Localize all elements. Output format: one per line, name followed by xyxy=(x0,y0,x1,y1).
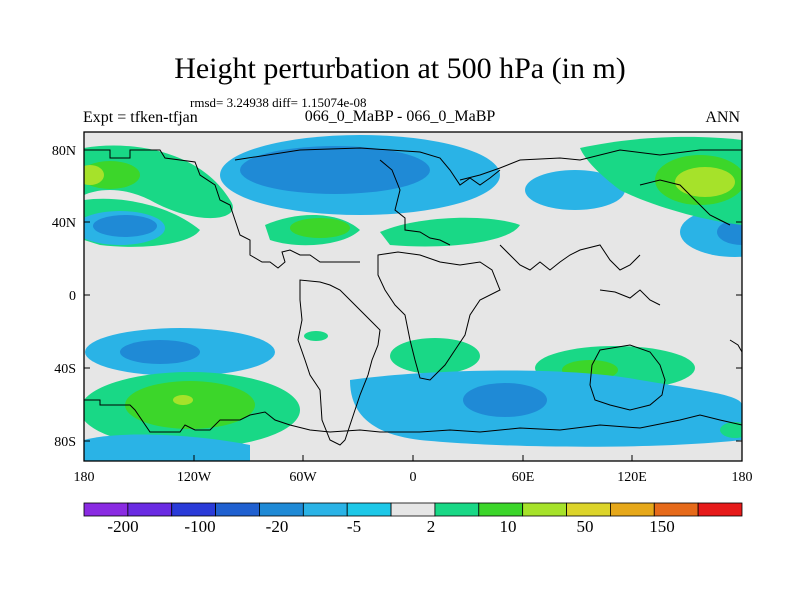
colorbar-label: 50 xyxy=(577,517,594,536)
anomaly-region xyxy=(463,383,547,417)
lon-label-180w: 180 xyxy=(74,470,95,485)
lat-label-40s: 40S xyxy=(54,362,76,377)
anomaly-region xyxy=(93,215,157,237)
lat-label-40n: 40N xyxy=(52,216,76,231)
colorbar-swatch xyxy=(653,502,699,517)
experiment-label: Expt = tfken-tfjan xyxy=(83,109,198,126)
colorbar-label: -200 xyxy=(107,517,138,536)
colorbar-swatch xyxy=(610,502,655,517)
coastline-europe xyxy=(379,159,451,246)
coastline-arctic xyxy=(234,147,501,186)
lat-label-80n: 80N xyxy=(52,144,76,159)
colorbar-swatch xyxy=(390,502,436,517)
colorbar-label: 2 xyxy=(427,517,436,536)
anomaly-region xyxy=(675,167,735,197)
colorbar-swatch xyxy=(302,502,348,517)
lon-label-120w: 120W xyxy=(177,470,212,485)
coastline-asia-south xyxy=(499,244,641,271)
anomaly-region xyxy=(720,422,742,438)
anomaly-region xyxy=(290,218,350,238)
colorbar-swatch xyxy=(522,502,567,517)
anomaly-region xyxy=(380,217,520,247)
lat-ticks xyxy=(84,149,742,442)
anomaly-region xyxy=(84,165,104,185)
coastline-africa xyxy=(377,251,501,381)
colorbar-swatch xyxy=(83,502,129,517)
season-label: ANN xyxy=(705,109,740,126)
lat-label-80s: 80S xyxy=(54,435,76,450)
colorbar-swatch xyxy=(259,502,304,517)
lon-label-120e: 120E xyxy=(617,470,647,485)
colorbar-label: -20 xyxy=(266,517,289,536)
anomaly-region xyxy=(390,338,480,374)
anomaly-region xyxy=(125,381,255,429)
lon-label-60e: 60E xyxy=(512,470,535,485)
coastline-indonesia xyxy=(599,289,661,306)
lon-label-60w: 60W xyxy=(289,470,317,485)
coastline-asia xyxy=(459,149,742,181)
colorbar-label: -5 xyxy=(347,517,361,536)
plot-title: Height perturbation at 500 hPa (in m) xyxy=(174,52,626,85)
anomaly-region xyxy=(717,219,742,245)
colorbar-swatch xyxy=(697,502,743,517)
anomaly-region xyxy=(84,434,250,461)
anomaly-region xyxy=(173,395,193,405)
coastline-australia xyxy=(589,344,666,411)
colorbar-label: 10 xyxy=(500,517,517,536)
colorbar-label: 150 xyxy=(649,517,675,536)
anomaly-region xyxy=(525,170,625,210)
colorbar-label: -100 xyxy=(184,517,215,536)
colorbar xyxy=(83,502,743,517)
anomaly-region xyxy=(240,146,430,194)
lon-label-180e: 180 xyxy=(732,470,753,485)
anomaly-region xyxy=(120,340,200,364)
anomaly-region xyxy=(350,370,742,447)
colorbar-swatch xyxy=(434,502,480,517)
lon-label-0: 0 xyxy=(410,470,417,485)
colorbar-swatch xyxy=(346,502,392,517)
coastline-east-asia xyxy=(639,179,731,226)
coastlines xyxy=(84,147,742,446)
colorbar-swatch xyxy=(171,502,217,517)
coastline-north-america xyxy=(84,149,360,269)
lon-ticks xyxy=(83,455,743,461)
coastline-antarctica xyxy=(84,399,742,433)
lat-label-eq: 0 xyxy=(69,289,76,304)
rmsd-diff-stats: rmsd= 3.24938 diff= 1.15074e-08 xyxy=(190,95,367,110)
anomaly-region xyxy=(304,331,328,341)
comparison-label: 066_0_MaBP - 066_0_MaBP xyxy=(304,108,496,125)
coastline-south-america xyxy=(297,279,381,446)
colorbar-swatch xyxy=(566,502,611,517)
colorbar-swatch xyxy=(127,502,173,517)
colorbar-swatch xyxy=(215,502,260,517)
coastline-nz xyxy=(729,339,742,353)
colorbar-swatch xyxy=(478,502,524,517)
